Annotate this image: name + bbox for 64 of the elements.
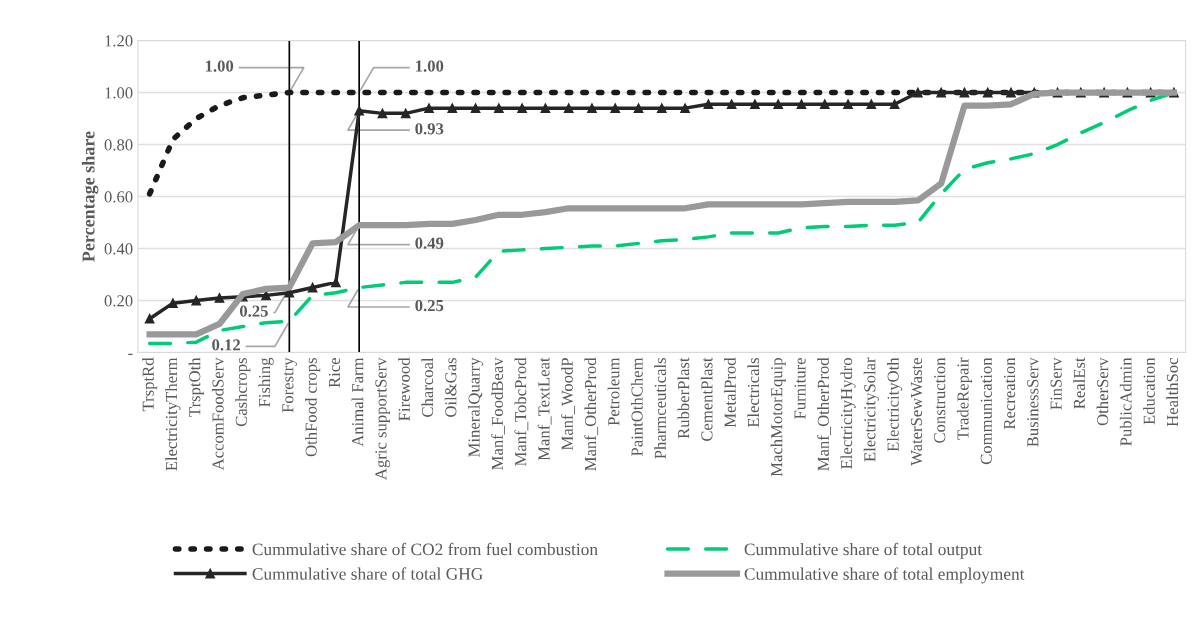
x-tick-label: OthFood crops [305, 358, 321, 457]
x-tick-label: CementPlast [700, 357, 713, 441]
annotation: 0.49 [415, 237, 444, 249]
x-tick-label: RealEst [1073, 357, 1086, 409]
x-tick-label: Manf_WoodP [560, 358, 575, 451]
x-tick-label: PaintOthChem [630, 357, 643, 457]
x-tick-label: TrsptRd [142, 357, 158, 412]
y-tick-label: 0.40 [104, 243, 133, 255]
x-tick-label: Manf_TextLeat [537, 357, 552, 461]
annotation: 0.25 [239, 305, 268, 317]
x-tick-label: ElectricityOth [887, 357, 903, 452]
x-tick-label: MetalProd [724, 357, 736, 428]
x-tick-label: Manf_OtherProd [584, 357, 599, 471]
x-tick-label: Rice [328, 358, 341, 388]
x-tick-label: Construction [934, 357, 946, 443]
x-tick-label: AccomFoodServ [211, 357, 224, 471]
x-tick-label: PublicAdmin [1119, 357, 1132, 446]
annotation: 1.00 [205, 60, 234, 72]
x-tick-label: FinServ [1050, 357, 1062, 410]
x-tick-label: Electricals [747, 358, 760, 428]
legend-label: Cummulative share of total employment [744, 567, 1025, 584]
x-tick-label: ElectricitySolar [863, 357, 879, 462]
x-tick-label: Oil&Gas [444, 358, 457, 417]
x-tick-label: ElectricityHydro [840, 358, 856, 469]
annotation: 1.00 [416, 60, 444, 72]
y-tick-label: 0.20 [104, 295, 133, 307]
x-tick-label: Cashcrops [235, 358, 251, 427]
x-tick-label: Manf_FoodBeav [491, 357, 505, 470]
y-tick-label: 0.80 [104, 139, 133, 151]
x-tick-label: Manf_OtherProd [817, 357, 831, 471]
x-tick-label: Pharmceuticals [654, 358, 666, 459]
legend-label: Cummulative share of CO2 from fuel combustion [252, 542, 598, 556]
x-tick-label: Communication [980, 357, 992, 465]
x-tick-label: Agric supportServ [375, 357, 390, 480]
x-tick-label: MachMotorEquip [770, 358, 786, 477]
y-tick-label: 0.60 [104, 191, 133, 203]
x-tick-label: Education [1143, 357, 1155, 425]
legend-label: Cummulative share of total output [744, 542, 982, 559]
x-tick-label: Fishing [258, 357, 274, 407]
x-tick-label: TrsptOth [188, 357, 204, 417]
x-tick-label: OtherServ [1096, 357, 1109, 426]
y-tick-label: - [128, 353, 133, 356]
annotation: 0.12 [212, 339, 240, 351]
x-tick-label: Charcoal [421, 357, 434, 417]
y-axis-title: Percentage share [81, 131, 99, 262]
x-tick-label: HealthSoc [1166, 357, 1179, 427]
x-tick-label: BusinessServ [1027, 357, 1039, 447]
y-tick-label: 1.00 [105, 87, 133, 99]
x-tick-label: TradeRepair [956, 357, 972, 440]
x-tick-label: Animal Farm [351, 357, 364, 447]
x-tick-label: RubberPlast [677, 357, 690, 439]
x-tick-label: Petroleum [607, 357, 620, 426]
legend-label: Cummulative share of total GHG [252, 567, 483, 580]
x-tick-label: Forestry [282, 357, 297, 413]
x-tick-label: Recreation [1003, 357, 1016, 430]
x-tick-label: MineralQuarry [467, 357, 484, 457]
x-tick-label: Firewood [398, 357, 410, 421]
x-tick-label: Manf_TobcProd [514, 357, 529, 466]
x-tick-label: Furniture [794, 358, 806, 419]
annotation: 0.93 [415, 123, 444, 135]
x-tick-label: WaterSewWaste [910, 358, 923, 466]
annotation: 0.25 [415, 299, 444, 312]
y-tick-label: 1.20 [105, 35, 133, 47]
x-tick-label: ElectricityTherm [165, 357, 181, 471]
